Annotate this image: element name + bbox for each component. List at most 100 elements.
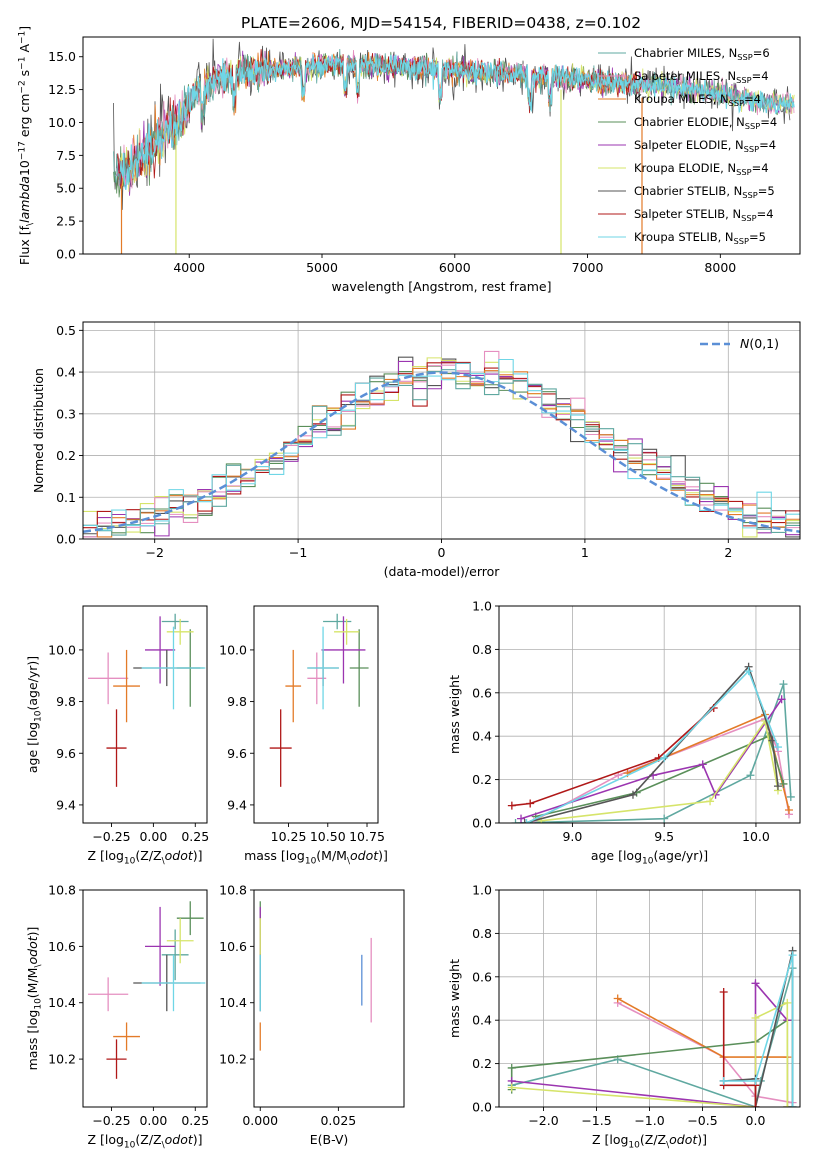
mass_vs_Z-frame: −0.25 0.00 0.25 10.2 10.4 10.6 10.8 Z [log10(Z/… [25,883,209,1151]
spectrum-series-8 [119,53,795,191]
spectrum-xtick-label: 4000 [173,260,205,275]
age_vs_Z-point [141,626,206,710]
weight_vs_Z-series-1 [617,1002,793,1104]
weight_vs_age-xtick-label: 9.0 [562,829,582,844]
residuals-xtick-label: 1 [581,545,589,560]
weight_vs_Z-ytick-label: 0.0 [472,1100,492,1115]
weight_vs_Z-ytick-label: 0.8 [472,926,492,941]
weight_vs_Z-marker [751,979,760,988]
legend-label: Chabrier ELODIE, NSSP=4 [634,115,777,131]
age_vs_Z-point [88,652,129,705]
weight_vs_age-marker [779,779,788,788]
histogram-1 [83,350,800,538]
age_vs_Z-xtick-label: −0.25 [92,829,130,844]
age_vs_mass-xlabel: mass [log10(M/M\odot)] [244,848,388,867]
age_vs_Z-ytick-label: 9.4 [56,797,76,812]
spectrum-ytick-label: 2.5 [56,214,76,229]
residuals-ytick-label: 0.0 [56,532,76,547]
weight_vs_Z-marker [783,998,792,1007]
age_vs_Z-xlabel: Z [log10(Z/Z\odot)] [87,848,202,867]
mass_vs_ebv-frame: 0.000 0.025 10.2 10.4 10.6 10.8 E(B-V) [219,883,405,1147]
mass_vs_Z-point [106,1039,127,1079]
age_vs_Z-point [161,613,189,630]
weight_vs_age-marker [522,819,531,823]
spectrum-ylabel: Flux [f\lambda10−17 erg cm−2 s−1 A−1] [17,26,36,265]
residuals-ytick-label: 0.4 [56,365,76,380]
weight_vs_age-plot-area [507,662,795,823]
age_vs_Z-ytick-label: 9.8 [56,694,76,709]
age_vs_mass-xtick-label: 10.25 [271,829,307,844]
legend-label: Kroupa MILES, NSSP=4 [634,92,761,108]
histogram-5 [83,357,800,538]
mass_vs_Z-ytick-label: 10.2 [48,1052,76,1067]
weight_vs_age-marker [744,667,753,676]
residuals-axes [83,322,800,540]
weight_vs_age-marker [507,801,516,810]
spectrum-frame: 4000 5000 6000 7000 8000 0.0 2.5 5.0 7.5 10.0 12.5… [17,26,801,294]
mass_vs_ebv-xtick-label: 0.025 [320,1113,356,1128]
spectrum-xtick-label: 6000 [439,260,471,275]
age_vs_Z-ytick-label: 10.0 [48,642,76,657]
weight_vs_Z-marker [507,1063,516,1072]
legend-label: Salpeter MILES, NSSP=4 [634,69,769,85]
spectrum-border [82,36,801,255]
age_vs_mass-xtick-label: 10.50 [310,829,346,844]
age_vs_Z-ylabel: age [log10(age/yr)] [25,656,44,773]
age_vs_Z-ytick-label: 9.6 [56,746,76,761]
mass_vs_ebv-border [253,889,405,1108]
weight_vs_Z-xtick-label: −1.0 [634,1113,664,1128]
legend-label: N(0,1) [740,336,779,351]
weight_vs_Z-marker [751,1103,760,1107]
residuals-frame: −2 −1 0 1 2 0.0 0.1 0.2 0.3 0.4 0.5 (data-model)/er… [31,321,801,579]
residuals-xtick-label: −1 [289,545,307,560]
mass_vs_Z-xtick-label: 0.00 [139,1113,167,1128]
weight_vs_age-series-6 [524,665,779,823]
legend-label: Kroupa STELIB, NSSP=5 [634,230,766,246]
mass_vs_Z-border [82,889,208,1108]
weight_vs_age-series-7 [511,707,715,807]
weight_vs_age-ytick-label: 0.8 [472,642,492,657]
weight_vs_Z-xtick-label: −0.5 [687,1113,717,1128]
age_vs_mass-point [307,626,339,710]
weight_vs_age-marker [628,790,637,799]
spectrum-xlabel: wavelength [Angstrom, rest frame] [331,279,551,294]
weight_vs_age-ylabel: mass weight [447,675,462,754]
weight_vs_Z-series-6 [723,950,794,1107]
mass_vs_Z-plot-area [88,901,206,1079]
age_vs_Z-frame: −0.25 0.00 0.25 9.4 9.6 9.8 10.0 Z [log10(Z/Z\o… [25,605,209,867]
weight_vs_Z-marker [719,1076,728,1085]
histogram-8 [83,358,800,531]
spectrum-legend: Chabrier MILES, NSSP=6 Salpeter MILES, NS… [598,46,777,246]
age_vs_mass-point [321,616,366,684]
mass_vs_Z-point [113,1022,140,1051]
mass_vs_Z-ylabel: mass [log10(M/M\odot)] [25,927,44,1071]
spectrum-ytick-label: 15.0 [48,49,76,64]
residuals-plot-area [83,350,800,538]
spectrum-ytick-label: 5.0 [56,181,76,196]
residuals-ytick-label: 0.3 [56,406,76,421]
weight_vs_age-xtick-label: 9.5 [654,829,674,844]
weight_vs_age-ytick-label: 0.2 [472,772,492,787]
weight_vs_Z-series-7 [722,992,757,1107]
residuals-ytick-label: 0.1 [56,490,76,505]
mass_vs_ebv-xlabel: E(B-V) [310,1132,349,1147]
spectrum-ytick-label: 12.5 [48,82,76,97]
weight_vs_Z-xtick-label: −2.0 [528,1113,558,1128]
normal-curve [83,371,800,533]
weight_vs_Z-xtick-label: 0.0 [746,1113,766,1128]
mass_vs_Z-ytick-label: 10.6 [48,939,76,954]
age_vs_Z-border [82,605,208,824]
legend-label: Chabrier MILES, NSSP=6 [634,46,770,62]
weight_vs_Z-marker [751,1014,760,1023]
residuals-xtick-label: −2 [145,545,163,560]
residuals-ylabel: Normed distribution [31,368,46,493]
weight_vs_Z-marker [751,1076,760,1085]
histogram-7 [83,361,800,529]
mass_vs_Z-ytick-label: 10.8 [48,883,76,898]
residuals-ytick-label: 0.2 [56,448,76,463]
age_vs_Z-point [166,618,194,645]
weight_vs_Z-plot-area [507,946,797,1107]
mass_vs_Z-point [145,906,176,986]
age_vs_Z-point [113,649,140,723]
spectrum-ytick-label: 10.0 [48,115,76,130]
